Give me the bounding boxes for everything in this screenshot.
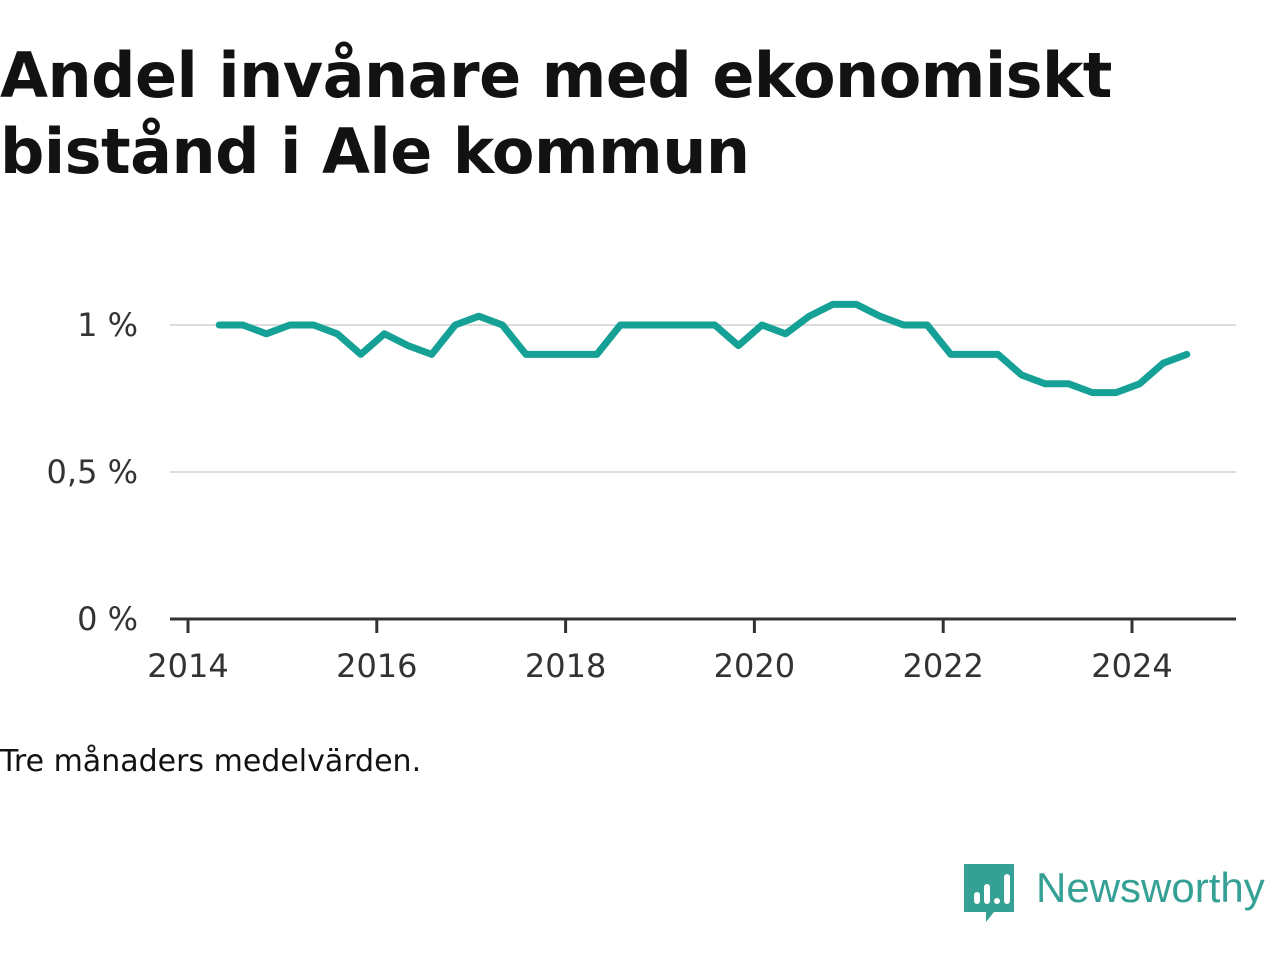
y-axis-labels: 0 % 0,5 % 1 %	[47, 306, 138, 638]
x-tick-label: 2018	[525, 647, 606, 685]
x-tick-label: 2016	[336, 647, 417, 685]
newsworthy-chart-bubble-icon	[964, 864, 1014, 922]
y-tick-label: 1 %	[77, 306, 138, 344]
chart-note: Tre månaders medelvärden.	[0, 744, 422, 779]
newsworthy-logo: Newsworthy	[964, 864, 1265, 926]
series-line	[215, 300, 1191, 397]
chart-title: Andel invånare med ekonomiskt bistånd i …	[0, 39, 1112, 188]
x-tick-label: 2024	[1091, 647, 1172, 685]
gridlines	[170, 324, 1236, 473]
y-tick-label: 0,5 %	[47, 453, 138, 491]
line-chart: 0 % 0,5 % 1 % 2014 2016 2018 2020 2022 2024	[47, 300, 1236, 685]
brand-name: Newsworthy	[1036, 864, 1265, 911]
x-axis: 2014 2016 2018 2020 2022 2024	[147, 617, 1236, 685]
y-tick-label: 0 %	[77, 600, 138, 638]
x-tick-label: 2014	[147, 647, 228, 685]
series-layer	[215, 300, 1191, 397]
x-tick-label: 2022	[902, 647, 983, 685]
x-tick-label: 2020	[714, 647, 795, 685]
